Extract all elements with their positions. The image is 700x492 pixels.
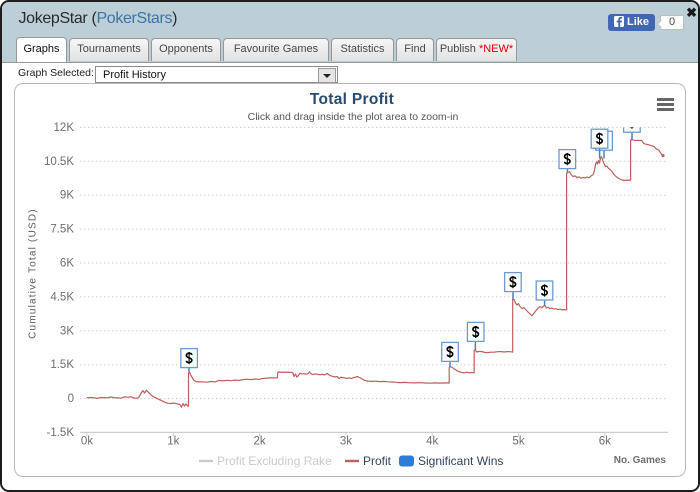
svg-text:10.5K: 10.5K: [44, 156, 74, 168]
svg-text:6K: 6K: [60, 258, 74, 270]
svg-text:5k: 5k: [512, 436, 524, 448]
svg-text:4.5K: 4.5K: [50, 291, 74, 303]
svg-text:7.5K: 7.5K: [50, 224, 74, 236]
svg-text:3k: 3k: [340, 436, 352, 448]
svg-text:1k: 1k: [167, 436, 179, 448]
svg-text:-1.5K: -1.5K: [47, 427, 75, 439]
svg-text:6k: 6k: [599, 436, 611, 448]
svg-text:2k: 2k: [254, 436, 266, 448]
svg-text:1.5K: 1.5K: [50, 359, 74, 371]
svg-text:0: 0: [68, 393, 74, 405]
svg-text:9K: 9K: [60, 190, 74, 202]
svg-text:12K: 12K: [54, 122, 75, 134]
svg-text:0k: 0k: [81, 436, 93, 448]
svg-text:3K: 3K: [60, 325, 74, 337]
svg-text:4k: 4k: [426, 436, 438, 448]
